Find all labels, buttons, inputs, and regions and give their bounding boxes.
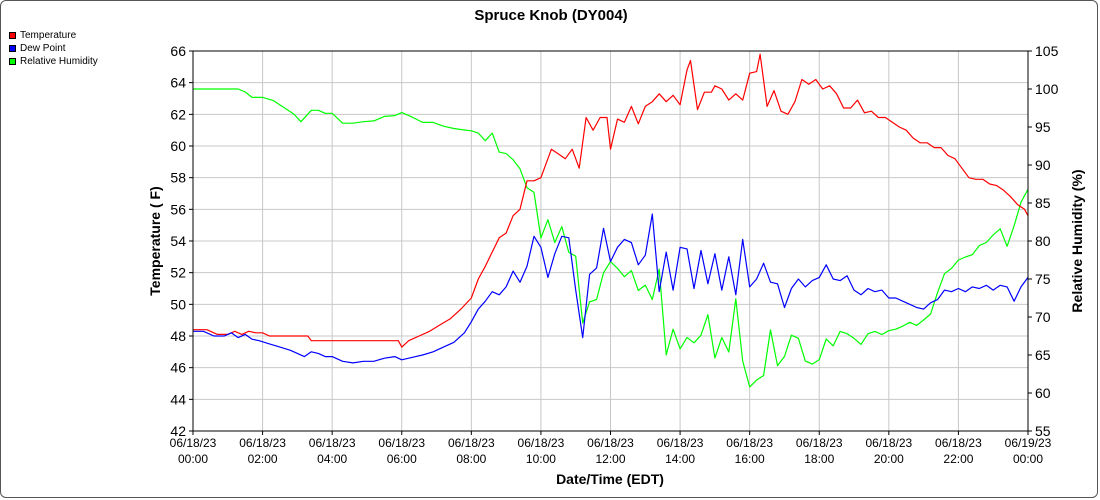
legend-label-temperature: Temperature <box>20 30 77 41</box>
legend-label-relative-humidity: Relative Humidity <box>20 56 98 67</box>
x-tick-label-time: 00:00 <box>1013 452 1043 466</box>
x-tick-label-time: 10:00 <box>526 452 556 466</box>
y-right-tick-label: 105 <box>1035 43 1059 59</box>
x-tick-label-date: 06/18/23 <box>726 436 773 450</box>
x-tick-label-time: 08:00 <box>456 452 486 466</box>
x-tick-label-date: 06/18/23 <box>518 436 565 450</box>
x-tick-label-time: 20:00 <box>874 452 904 466</box>
y-right-tick-label: 100 <box>1035 81 1059 97</box>
y-right-tick-label: 60 <box>1035 385 1051 401</box>
x-tick-label-date: 06/18/23 <box>448 436 495 450</box>
x-tick-label-date: 06/18/23 <box>170 436 217 450</box>
series-line-relative-humidity <box>193 88 1029 388</box>
chart-legend: Temperature Dew Point Relative Humidity <box>9 29 98 68</box>
x-tick-label-date: 06/18/23 <box>796 436 843 450</box>
y-right-tick-label: 85 <box>1035 195 1051 211</box>
y-left-tick-label: 52 <box>170 265 186 281</box>
y-left-tick-label: 46 <box>170 360 186 376</box>
legend-item-dew-point[interactable]: Dew Point <box>9 42 98 55</box>
series-line-dew-point <box>193 213 1029 364</box>
legend-swatch-dew-point <box>9 45 16 52</box>
y-left-tick-label: 60 <box>170 138 186 154</box>
y-right-tick-label: 70 <box>1035 309 1051 325</box>
y-left-tick-label: 56 <box>170 201 186 217</box>
axis-ticks: 06/18/23 00:00 06/18/23 02:00 06/18/23 04:00 0… <box>170 43 1059 466</box>
y-right-tick-label: 80 <box>1035 233 1051 249</box>
x-tick-label-date: 06/18/23 <box>587 436 634 450</box>
x-tick-label-time: 12:00 <box>595 452 625 466</box>
x-tick-label-time: 14:00 <box>665 452 695 466</box>
grid-lines <box>192 50 1029 432</box>
x-tick-label-time: 16:00 <box>735 452 765 466</box>
y-left-tick-label: 44 <box>170 391 186 407</box>
legend-item-relative-humidity[interactable]: Relative Humidity <box>9 55 98 68</box>
y-left-tick-label: 66 <box>170 43 186 59</box>
y-axis-left-label: Temperature ( F) <box>147 186 163 295</box>
y-axis-right-label: Relative Humidity (%) <box>1069 169 1085 312</box>
y-left-tick-label: 62 <box>170 106 186 122</box>
x-tick-label-date: 06/18/23 <box>657 436 704 450</box>
x-tick-label-time: 02:00 <box>248 452 278 466</box>
y-right-tick-label: 75 <box>1035 271 1051 287</box>
chart-title: Spruce Knob (DY004) <box>474 7 627 24</box>
x-tick-label-time: 04:00 <box>317 452 347 466</box>
y-left-tick-label: 64 <box>170 75 186 91</box>
x-axis-label: Date/Time (EDT) <box>556 471 664 487</box>
x-tick-label-time: 06:00 <box>387 452 417 466</box>
legend-item-temperature[interactable]: Temperature <box>9 29 98 42</box>
x-tick-label-date: 06/18/23 <box>309 436 356 450</box>
x-tick-label-date: 06/18/23 <box>935 436 982 450</box>
y-right-tick-label: 95 <box>1035 119 1051 135</box>
x-tick-label-time: 18:00 <box>804 452 834 466</box>
y-right-tick-label: 65 <box>1035 347 1051 363</box>
series-line-temperature <box>193 53 1029 348</box>
x-tick-label-date: 06/18/23 <box>865 436 912 450</box>
legend-swatch-relative-humidity <box>9 58 16 65</box>
series-lines <box>193 53 1029 388</box>
y-left-tick-label: 58 <box>170 170 186 186</box>
x-tick-label-time: 22:00 <box>943 452 973 466</box>
y-left-tick-label: 50 <box>170 296 186 312</box>
x-tick-label-time: 00:00 <box>178 452 208 466</box>
y-left-tick-label: 54 <box>170 233 186 249</box>
x-tick-label-date: 06/18/23 <box>239 436 286 450</box>
y-left-tick-label: 48 <box>170 328 186 344</box>
y-left-tick-label: 42 <box>170 423 186 439</box>
y-right-tick-label: 90 <box>1035 157 1051 173</box>
x-tick-label-date: 06/19/23 <box>1005 436 1052 450</box>
legend-label-dew-point: Dew Point <box>20 43 66 54</box>
y-right-tick-label: 55 <box>1035 423 1051 439</box>
legend-swatch-temperature <box>9 32 16 39</box>
x-tick-label-date: 06/18/23 <box>378 436 425 450</box>
